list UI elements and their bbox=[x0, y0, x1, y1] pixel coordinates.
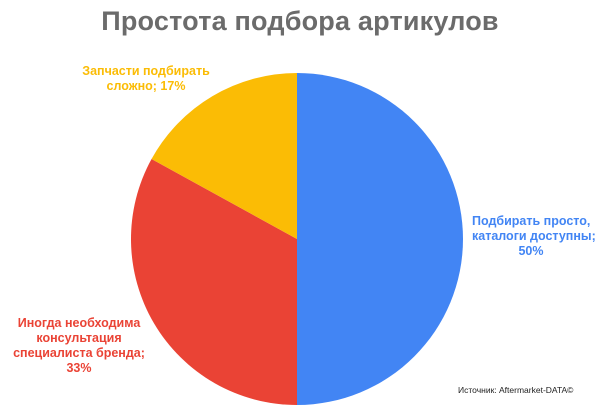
chart-title: Простота подбора артикулов bbox=[101, 6, 499, 36]
source-note: Источник: Aftermarket-DATA© bbox=[458, 385, 574, 395]
slice-label-line: специалиста бренда; bbox=[13, 346, 145, 360]
slice-label-line: Запчасти подбирать bbox=[82, 64, 210, 78]
pie-slice-sometimes bbox=[130, 159, 297, 405]
slice-label-line: 33% bbox=[66, 361, 92, 375]
slice-label-line: Иногда необходима bbox=[17, 316, 141, 330]
slice-label-easy: Подбирать просто, каталоги доступны; 50% bbox=[472, 214, 596, 259]
slice-label-line: Подбирать просто, bbox=[472, 214, 591, 228]
slice-label-line: каталоги доступны; bbox=[472, 229, 596, 243]
slice-label-line: консультация bbox=[36, 331, 122, 345]
slice-label-line: сложно; 17% bbox=[106, 79, 186, 93]
slice-label-sometimes: Иногда необходима консультация специалис… bbox=[4, 316, 154, 376]
slice-label-line: 50% bbox=[518, 244, 544, 258]
slice-label-hard: Запчасти подбирать сложно; 17% bbox=[76, 64, 216, 94]
pie-slice-easy bbox=[297, 73, 463, 405]
pie-slice-hard bbox=[151, 73, 297, 239]
